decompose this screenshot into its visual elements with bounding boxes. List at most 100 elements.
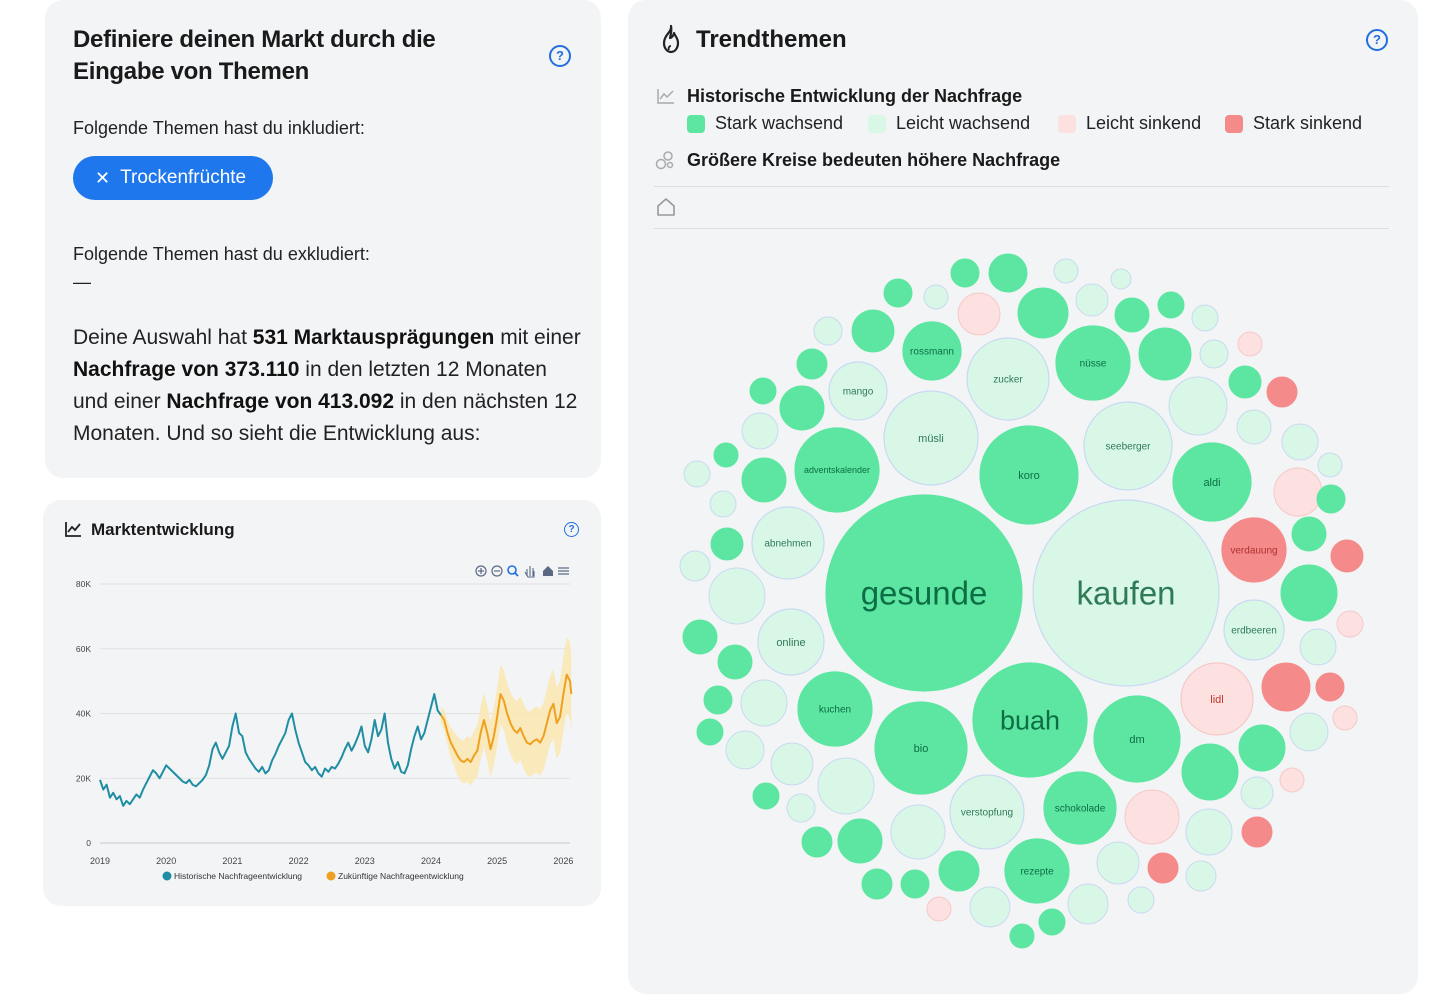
small-topic-bubble[interactable] xyxy=(1185,860,1217,892)
small-topic-bubble[interactable] xyxy=(1199,339,1229,369)
small-topic-bubble[interactable] xyxy=(1332,705,1358,731)
topic-bubble[interactable]: zucker xyxy=(966,337,1050,421)
small-topic-bubble[interactable] xyxy=(817,757,875,815)
small-topic-bubble[interactable] xyxy=(883,278,913,308)
small-topic-bubble[interactable] xyxy=(1191,304,1219,332)
home-icon[interactable] xyxy=(656,197,676,217)
zoom-select-icon[interactable] xyxy=(507,565,519,577)
small-topic-bubble[interactable] xyxy=(1299,628,1337,666)
small-topic-bubble[interactable] xyxy=(1075,283,1109,317)
small-topic-bubble[interactable] xyxy=(1261,662,1311,712)
small-topic-bubble[interactable] xyxy=(1316,484,1346,514)
topic-bubble[interactable]: kaufen xyxy=(1032,499,1220,687)
small-topic-bubble[interactable] xyxy=(988,253,1028,293)
topic-bubble[interactable]: nüsse xyxy=(1055,325,1131,401)
topic-bubble[interactable]: koro xyxy=(979,425,1079,525)
small-topic-bubble[interactable] xyxy=(1241,816,1273,848)
small-topic-bubble[interactable] xyxy=(1291,516,1327,552)
small-topic-bubble[interactable] xyxy=(1181,743,1239,801)
small-topic-bubble[interactable] xyxy=(1138,327,1192,381)
topic-bubble[interactable]: verdauung xyxy=(1221,517,1287,583)
small-topic-bubble[interactable] xyxy=(1315,672,1345,702)
small-topic-bubble[interactable] xyxy=(938,850,980,892)
topic-bubble[interactable]: buah xyxy=(972,662,1088,778)
small-topic-bubble[interactable] xyxy=(1185,808,1233,856)
menu-icon[interactable] xyxy=(558,567,569,575)
small-topic-bubble[interactable] xyxy=(1168,376,1228,436)
topic-bubble[interactable]: schokolade xyxy=(1043,771,1117,845)
small-topic-bubble[interactable] xyxy=(1266,376,1298,408)
topic-bubble[interactable]: lidl xyxy=(1180,662,1254,736)
help-icon[interactable]: ? xyxy=(549,45,571,67)
small-topic-bubble[interactable] xyxy=(741,457,787,503)
small-topic-bubble[interactable] xyxy=(813,316,843,346)
small-topic-bubble[interactable] xyxy=(696,718,724,746)
small-topic-bubble[interactable] xyxy=(1053,258,1079,284)
topic-bubble[interactable]: müsli xyxy=(883,390,979,486)
small-topic-bubble[interactable] xyxy=(923,284,949,310)
topic-bubble[interactable]: mango xyxy=(828,361,888,421)
small-topic-bubble[interactable] xyxy=(861,868,893,900)
small-topic-bubble[interactable] xyxy=(749,377,777,405)
small-topic-bubble[interactable] xyxy=(708,567,766,625)
topic-bubble[interactable]: rezepte xyxy=(1004,838,1070,904)
small-topic-bubble[interactable] xyxy=(1336,610,1364,638)
small-topic-bubble[interactable] xyxy=(770,742,814,786)
small-topic-bubble[interactable] xyxy=(890,804,946,860)
small-topic-bubble[interactable] xyxy=(969,886,1011,928)
small-topic-bubble[interactable] xyxy=(1237,331,1263,357)
small-topic-bubble[interactable] xyxy=(1279,767,1305,793)
small-topic-bubble[interactable] xyxy=(1110,268,1132,290)
small-topic-bubble[interactable] xyxy=(851,309,895,353)
topic-bubble[interactable]: kuchen xyxy=(797,671,873,747)
small-topic-bubble[interactable] xyxy=(1017,287,1069,339)
small-topic-bubble[interactable] xyxy=(709,490,737,518)
topic-bubble[interactable]: adventskalender xyxy=(794,427,880,513)
topic-bubble[interactable]: seeberger xyxy=(1083,401,1173,491)
small-topic-bubble[interactable] xyxy=(1228,365,1262,399)
small-topic-bubble[interactable] xyxy=(752,782,780,810)
home-icon[interactable] xyxy=(543,566,553,576)
help-icon[interactable]: ? xyxy=(564,522,579,537)
small-topic-bubble[interactable] xyxy=(1147,852,1179,884)
topic-bubble[interactable]: aldi xyxy=(1172,442,1252,522)
small-topic-bubble[interactable] xyxy=(1289,712,1329,752)
small-topic-bubble[interactable] xyxy=(1330,539,1364,573)
topic-bubble[interactable]: dm xyxy=(1093,695,1181,783)
small-topic-bubble[interactable] xyxy=(950,258,980,288)
small-topic-bubble[interactable] xyxy=(1067,883,1109,925)
small-topic-bubble[interactable] xyxy=(1157,291,1185,319)
small-topic-bubble[interactable] xyxy=(1317,452,1343,478)
small-topic-bubble[interactable] xyxy=(1236,409,1272,445)
topic-bubble[interactable]: erdbeeren xyxy=(1223,599,1285,661)
small-topic-bubble[interactable] xyxy=(1127,886,1155,914)
small-topic-bubble[interactable] xyxy=(1096,841,1140,885)
pan-icon[interactable] xyxy=(524,566,535,578)
small-topic-bubble[interactable] xyxy=(1273,467,1323,517)
zoom-out-icon[interactable] xyxy=(491,565,503,577)
small-topic-bubble[interactable] xyxy=(1114,297,1150,333)
small-topic-bubble[interactable] xyxy=(926,896,952,922)
small-topic-bubble[interactable] xyxy=(957,292,1001,336)
small-topic-bubble[interactable] xyxy=(1281,423,1319,461)
small-topic-bubble[interactable] xyxy=(703,685,733,715)
small-topic-bubble[interactable] xyxy=(779,385,825,431)
topic-bubble[interactable]: rossmann xyxy=(902,321,962,381)
small-topic-bubble[interactable] xyxy=(801,826,833,858)
help-icon[interactable]: ? xyxy=(1366,29,1388,51)
small-topic-bubble[interactable] xyxy=(1238,724,1286,772)
topic-bubble[interactable]: abnehmen xyxy=(751,506,825,580)
small-topic-bubble[interactable] xyxy=(1280,564,1338,622)
small-topic-bubble[interactable] xyxy=(713,442,739,468)
small-topic-bubble[interactable] xyxy=(717,644,753,680)
included-topic-chip[interactable]: ✕ Trockenfrüchte xyxy=(73,156,273,200)
small-topic-bubble[interactable] xyxy=(900,869,930,899)
topic-bubble[interactable]: gesunde xyxy=(825,494,1023,692)
small-topic-bubble[interactable] xyxy=(683,460,711,488)
small-topic-bubble[interactable] xyxy=(710,527,744,561)
small-topic-bubble[interactable] xyxy=(837,818,883,864)
small-topic-bubble[interactable] xyxy=(1240,776,1274,810)
topic-bubble[interactable]: bio xyxy=(874,701,968,795)
small-topic-bubble[interactable] xyxy=(1009,923,1035,949)
small-topic-bubble[interactable] xyxy=(1124,789,1180,845)
